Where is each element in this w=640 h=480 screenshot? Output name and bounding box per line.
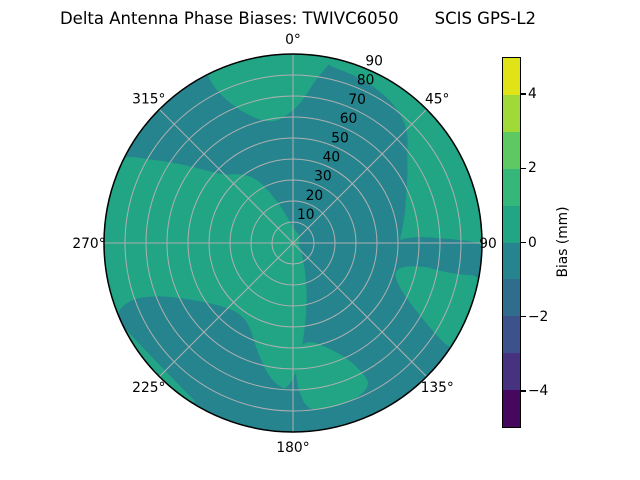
bias-region-green-east-ring [320,54,482,255]
chart-title-station: Delta Antenna Phase Biases: TWIVC6050 [59,9,399,28]
grid-spoke [292,242,427,377]
colorbar-tickmark [521,315,526,318]
bias-region-green-north-cap [208,54,330,122]
colorbar-tick-label: −4 [528,382,549,399]
theta-label-45: 45° [425,92,449,108]
theta-label-270: 270° [72,236,105,252]
polar-rim [103,53,483,433]
theta-label-90: 90 [479,236,497,252]
r-label-40: 40 [323,150,341,166]
r-label-90: 90 [365,54,383,70]
r-label-20: 20 [306,188,324,204]
colorbar-tickmark [521,93,526,95]
colorbar-segment-0 [503,58,520,95]
r-label-50: 50 [331,130,349,146]
colorbar-tick-label: 4 [528,86,537,103]
colorbar-segment-1 [503,94,520,132]
colorbar-segment-9 [503,390,520,428]
colorbar-axis-label: Bias (mm) [555,206,571,278]
colorbar-tickmark [521,390,526,392]
colorbar-tick-label: −2 [528,308,549,325]
r-label-80: 80 [357,73,375,89]
r-label-30: 30 [314,169,332,185]
colorbar-segment-8 [503,353,520,391]
chart-title: Delta Antenna Phase Biases: TWIVC6050 SC… [60,9,536,29]
colorbar-tick-label: 2 [528,160,537,177]
colorbar-segment-7 [503,316,520,354]
theta-label-315: 315° [132,92,165,108]
polar-grid [104,54,482,432]
theta-label-225: 225° [132,380,165,396]
colorbar-segment-6 [503,279,520,317]
theta-label-135: 135° [421,380,454,396]
r-label-70: 70 [348,92,366,108]
bias-region-green-southeast-rim-patch [395,266,481,348]
colorbar-segment-4 [503,205,520,243]
colorbar-segment-3 [503,168,520,206]
bias-region-green-south-patch [295,342,368,410]
colorbar-tickmark [521,167,526,170]
colorbar-segment-2 [503,131,520,169]
chart-title-system: SCIS GPS-L2 [434,9,537,28]
grid-spoke [159,109,294,244]
theta-label-0: 0° [285,32,301,48]
grid-spoke [159,242,294,377]
grid-spoke [292,109,427,244]
r-label-10: 10 [297,207,315,223]
theta-label-180: 180° [276,440,309,456]
colorbar-tickmark [521,241,526,244]
colorbar-segment-5 [503,242,520,280]
colorbar-tick-label: 0 [528,234,537,251]
r-label-60: 60 [340,111,358,127]
colorbar [502,57,521,428]
